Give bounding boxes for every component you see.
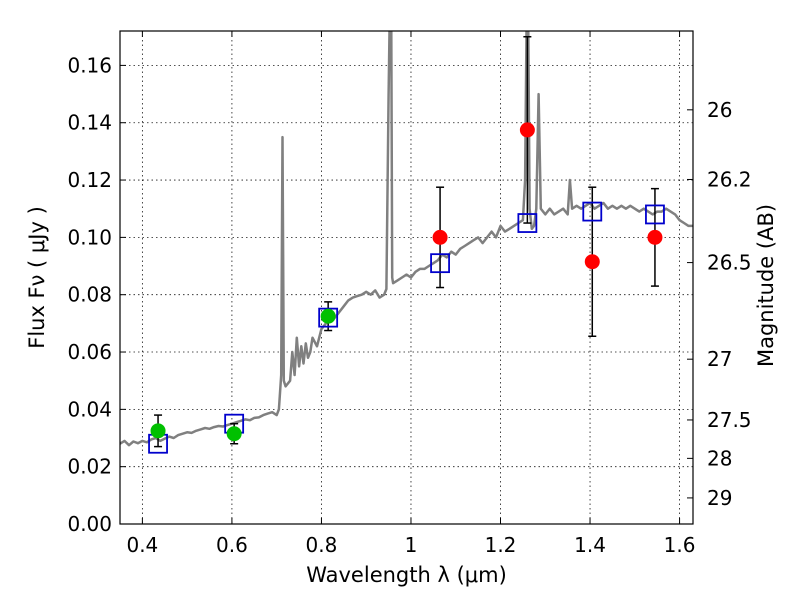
label-layer: 0.4 0.6 0.8 1 1.2 1.4 1.6 0.00 0.02 0.04 0.06 0.08 0… — [67, 53, 751, 557]
y-tick-label: 0.14 — [67, 111, 112, 135]
mag-tick-label: 28 — [707, 446, 732, 470]
marker-layer — [148, 122, 665, 454]
x-tick-label: 1.6 — [664, 533, 696, 557]
mag-tick-label: 26 — [707, 98, 732, 122]
y-tick-label: 0.02 — [67, 455, 112, 479]
y-tick-label: 0.04 — [67, 397, 112, 421]
data-point — [519, 122, 535, 138]
x-tick-label: 0.8 — [306, 533, 338, 557]
data-point — [432, 229, 448, 245]
data-point — [647, 229, 663, 245]
y-tick-label: 0.16 — [67, 53, 112, 77]
model-box-point — [318, 307, 339, 328]
spectrum-line — [120, 31, 693, 447]
mag-tick-label: 26.2 — [707, 167, 752, 191]
grid-layer — [120, 31, 693, 524]
plot-frame — [119, 30, 694, 525]
x-tick-label: 1.4 — [574, 533, 606, 557]
y-tick-label: 0.06 — [67, 340, 112, 364]
mag-tick-label: 27 — [707, 347, 732, 371]
y2-axis-label: Magnitude (AB) — [754, 204, 778, 367]
model-box-point — [517, 213, 538, 233]
mag-tick-label: 29 — [707, 486, 732, 510]
data-point — [584, 254, 600, 270]
data-point — [150, 423, 166, 439]
y-axis-label: Flux Fν ( μJy ) — [25, 206, 49, 349]
mag-tick-label: 26.5 — [707, 251, 752, 275]
x-tick-label: 1 — [405, 533, 418, 557]
data-point — [226, 426, 242, 442]
model-box-point — [430, 253, 450, 274]
model-box-point — [582, 201, 603, 222]
y-tick-label: 0.08 — [67, 283, 112, 307]
x-tick-label: 0.6 — [216, 533, 248, 557]
data-point — [320, 308, 336, 324]
y-tick-label: 0.00 — [67, 512, 112, 536]
x-tick-label: 1.2 — [485, 533, 517, 557]
model-box-point — [645, 204, 665, 225]
x-tick-label: 0.4 — [126, 533, 158, 557]
tick-layer — [120, 31, 693, 525]
spectrum-layer — [120, 31, 693, 447]
errorbar-layer — [154, 35, 659, 448]
y-tick-label: 0.10 — [67, 225, 112, 249]
y-tick-label: 0.12 — [67, 168, 112, 192]
x-axis-label: Wavelength λ (μm) — [306, 563, 507, 587]
mag-tick-label: 27.5 — [707, 408, 752, 432]
